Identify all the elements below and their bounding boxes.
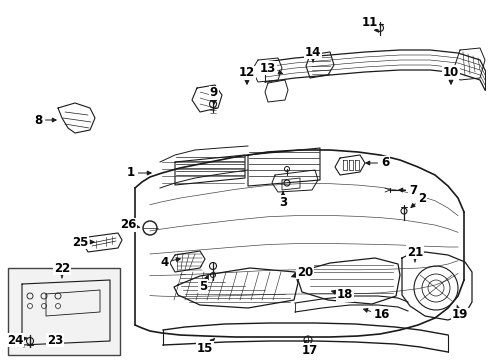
Text: 21: 21 [406, 246, 422, 262]
Text: 5: 5 [199, 275, 208, 292]
Text: 20: 20 [291, 266, 312, 279]
Text: 23: 23 [47, 333, 63, 346]
Text: 17: 17 [301, 341, 318, 356]
Text: 6: 6 [365, 157, 388, 170]
Bar [8, 268, 120, 355]
Text: 22: 22 [54, 261, 70, 278]
Text: 2: 2 [410, 192, 425, 207]
Text: 12: 12 [238, 67, 255, 84]
Text: 26: 26 [120, 219, 140, 231]
Text: 9: 9 [209, 86, 218, 104]
Text: 24: 24 [7, 333, 27, 346]
Text: 3: 3 [278, 192, 286, 208]
Text: 19: 19 [451, 305, 467, 321]
Text: 7: 7 [398, 184, 416, 197]
Text: 15: 15 [196, 339, 214, 355]
Text: 14: 14 [304, 45, 321, 62]
Text: 11: 11 [361, 15, 378, 32]
Text: 4: 4 [161, 256, 180, 269]
Text: 8: 8 [34, 113, 56, 126]
Text: 13: 13 [259, 62, 282, 75]
Text: 25: 25 [72, 235, 94, 248]
Text: 18: 18 [331, 288, 352, 302]
Text: 16: 16 [363, 309, 389, 321]
Text: 10: 10 [442, 66, 458, 84]
Text: 1: 1 [127, 166, 151, 180]
